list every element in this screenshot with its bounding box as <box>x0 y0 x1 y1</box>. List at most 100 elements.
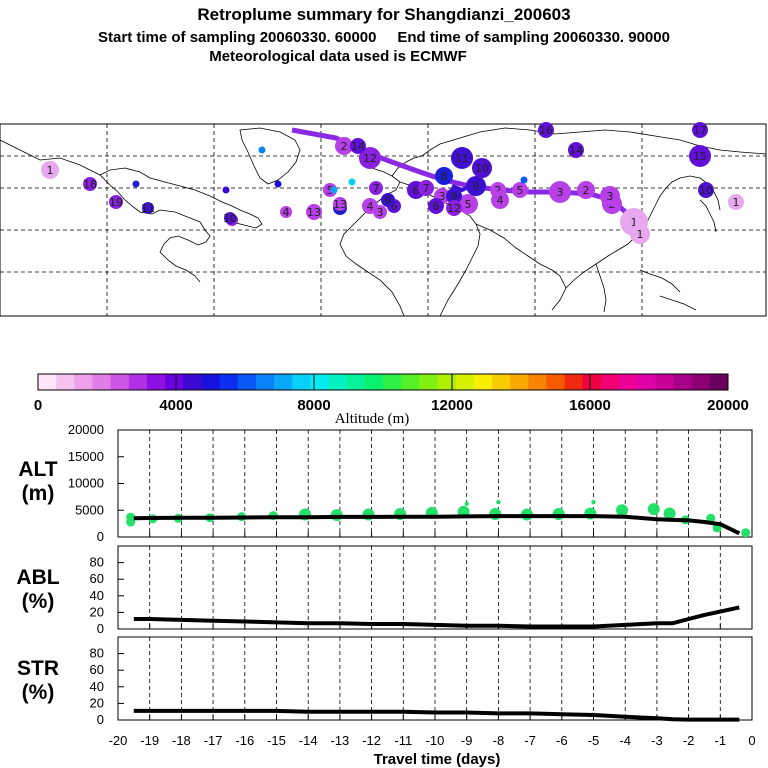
colorbar-tick-label: 8000 <box>297 397 330 414</box>
scatter-point <box>663 507 676 520</box>
plume-cluster-marker <box>568 142 584 158</box>
x-tick-label: -18 <box>172 733 191 748</box>
cluster-number-label: 5 <box>327 184 334 197</box>
x-tick-label: -19 <box>140 733 159 748</box>
plume-cluster-marker <box>323 183 337 197</box>
plume-cluster-marker <box>132 180 140 188</box>
plume-cluster-marker <box>491 191 509 209</box>
plume-cluster-marker <box>472 158 492 178</box>
series-line-str <box>133 708 740 722</box>
cluster-number-label: 12 <box>447 202 461 215</box>
cluster-number-label: 5 <box>517 184 524 197</box>
scatter-point <box>464 501 469 507</box>
y-tick-label: 0 <box>97 621 104 636</box>
y-tick-label: 80 <box>90 646 104 661</box>
plume-cluster-marker <box>306 204 322 220</box>
plume-cluster-marker <box>359 147 381 169</box>
colorbar-cell <box>510 374 529 390</box>
cluster-number-label: 1 <box>733 196 740 209</box>
cluster-number-label: 4 <box>283 206 290 219</box>
plume-cluster-marker <box>333 197 347 211</box>
colorbar-cell <box>419 374 438 390</box>
cluster-number-label: 14 <box>569 144 583 157</box>
scatter-point <box>706 513 716 523</box>
colorbar-cell <box>292 374 311 390</box>
cluster-number-label: 2 <box>495 184 502 197</box>
colorbar-tick-label: 20000 <box>707 397 749 414</box>
colorbar-cell <box>564 374 584 390</box>
colorbar-cell <box>219 374 239 390</box>
cluster-number-label: 9 <box>451 190 458 203</box>
cluster-number-label: 11 <box>455 152 469 165</box>
y-tick-label: 60 <box>90 571 104 586</box>
scatter-point <box>741 528 751 538</box>
map-panel: 1111222233334445556667778899910101011111… <box>0 122 767 317</box>
cluster-number-label: 10 <box>475 162 489 175</box>
panel-unit: (%) <box>22 590 55 613</box>
cluster-number-label: 6 <box>433 200 440 213</box>
x-tick-label: -12 <box>362 733 381 748</box>
plume-cluster-marker <box>418 180 434 196</box>
cluster-number-label: 1 <box>631 216 638 229</box>
x-tick-label: -20 <box>109 733 128 748</box>
cluster-number-label: 17 <box>693 124 707 137</box>
y-tick-label: 0 <box>97 529 104 544</box>
x-tick-label: -11 <box>394 733 412 748</box>
plume-cluster-marker <box>466 176 486 196</box>
cluster-number-label: 6 <box>391 200 398 213</box>
y-tick-label: 10000 <box>68 476 104 491</box>
plume-cluster-marker <box>435 167 453 185</box>
colorbar-tick-label: 0 <box>34 397 42 414</box>
plume-cluster-marker <box>330 186 338 194</box>
series-line-alt <box>133 514 741 536</box>
x-tick-label: -4 <box>619 733 631 748</box>
plume-cluster-marker <box>689 145 711 167</box>
cluster-number-label: 9 <box>473 180 480 193</box>
cluster-number-label: 12 <box>363 152 377 165</box>
colorbar-cell <box>128 374 148 390</box>
colorbar-cell <box>709 374 729 390</box>
colorbar-cell <box>546 374 566 390</box>
panel-unit: (%) <box>22 681 55 704</box>
plume-cluster-marker <box>728 194 744 210</box>
cluster-number-label: 7 <box>423 182 430 195</box>
cluster-number-label: 1 <box>637 228 644 241</box>
plume-cluster-marker <box>538 122 554 138</box>
plume-cluster-marker <box>335 137 353 155</box>
y-tick-label: 40 <box>90 588 104 603</box>
plume-cluster-marker <box>280 206 292 218</box>
colorbar-cell <box>328 374 348 390</box>
met-data-label: Meteorological data used is ECMWF <box>209 48 467 65</box>
plume-cluster-marker <box>577 181 595 199</box>
plume-cluster-marker <box>692 122 708 138</box>
series-line-abl <box>133 605 740 629</box>
x-tick-label: -7 <box>524 733 536 748</box>
cluster-number-label: 13 <box>333 198 347 211</box>
colorbar-cell <box>237 374 257 390</box>
scatter-point <box>126 517 136 527</box>
colorbar-cell <box>310 374 330 390</box>
cluster-number-label: 1 <box>47 164 54 177</box>
cluster-number-label: 3 <box>607 190 614 203</box>
x-tick-label: -1 <box>715 733 727 748</box>
panel-title: STR <box>17 657 59 680</box>
panel-title: ALT <box>18 458 57 481</box>
colorbar-cell <box>473 374 493 390</box>
cluster-number-label: 8 <box>441 170 448 183</box>
x-tick-label: -3 <box>651 733 663 748</box>
colorbar-cell <box>110 374 130 390</box>
figure-title: Retroplume summary for Shangdianzi_20060… <box>197 5 570 24</box>
cluster-number-label: 14 <box>351 140 365 153</box>
y-tick-label: 20000 <box>68 422 104 437</box>
scatter-point <box>591 500 596 505</box>
colorbar-tick-label: 12000 <box>431 397 473 414</box>
plume-cluster-marker <box>41 161 59 179</box>
plume-cluster-marker <box>549 181 571 203</box>
x-tick-label: -6 <box>556 733 568 748</box>
colorbar-cell <box>165 374 184 390</box>
x-tick-label: -9 <box>461 733 473 748</box>
colorbar-cell <box>255 374 275 390</box>
colorbar-cell <box>38 374 57 390</box>
colorbar-cell <box>655 374 675 390</box>
plume-cluster-marker <box>362 198 378 214</box>
